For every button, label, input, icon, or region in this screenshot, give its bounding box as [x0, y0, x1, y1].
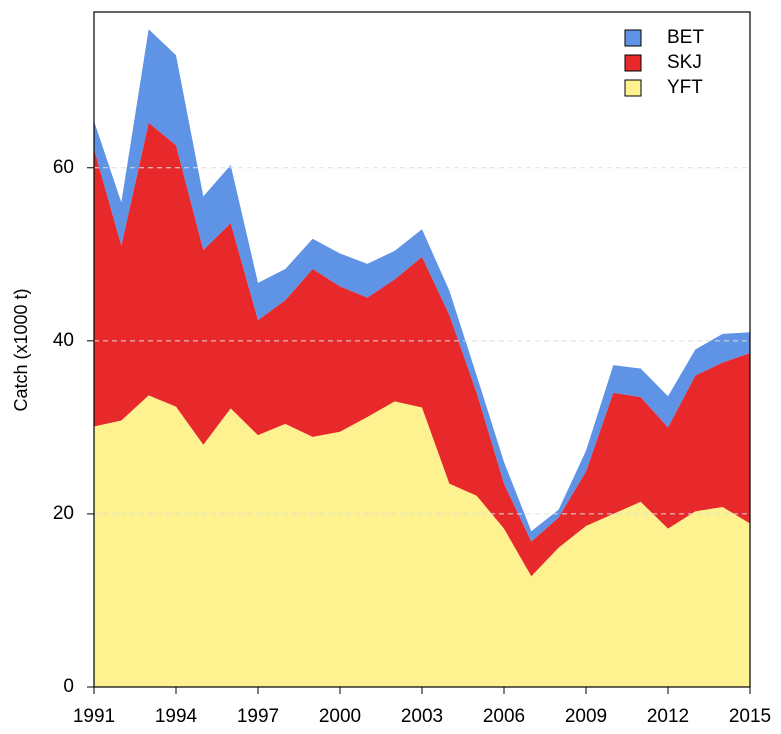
legend-label: BET — [667, 27, 704, 48]
y-tick-label: 40 — [53, 330, 74, 351]
legend-swatch — [624, 54, 642, 72]
legend-swatch — [624, 79, 642, 97]
plot-frame — [93, 11, 751, 688]
y-axis-label: Catch (x1000 t) — [11, 288, 31, 411]
x-tick-label: 1994 — [155, 706, 198, 727]
y-tick-label: 0 — [63, 676, 74, 697]
x-tick-label: 2015 — [729, 706, 771, 727]
area — [94, 395, 750, 687]
x-tick-label: 2000 — [319, 706, 361, 727]
x-tick-label: 2006 — [483, 706, 525, 727]
legend-label: SKJ — [667, 52, 702, 73]
area — [94, 29, 750, 542]
y-tick-label: 60 — [53, 157, 74, 178]
legend-label: YFT — [667, 77, 703, 98]
area — [94, 122, 750, 577]
x-tick-label: 1997 — [237, 706, 279, 727]
x-tick-label: 2009 — [565, 706, 607, 727]
x-tick-label: 1991 — [73, 706, 115, 727]
x-tick-label: 2003 — [401, 706, 443, 727]
x-tick-label: 2012 — [647, 706, 689, 727]
legend-swatch — [624, 29, 642, 47]
y-tick-label: 20 — [53, 503, 74, 524]
